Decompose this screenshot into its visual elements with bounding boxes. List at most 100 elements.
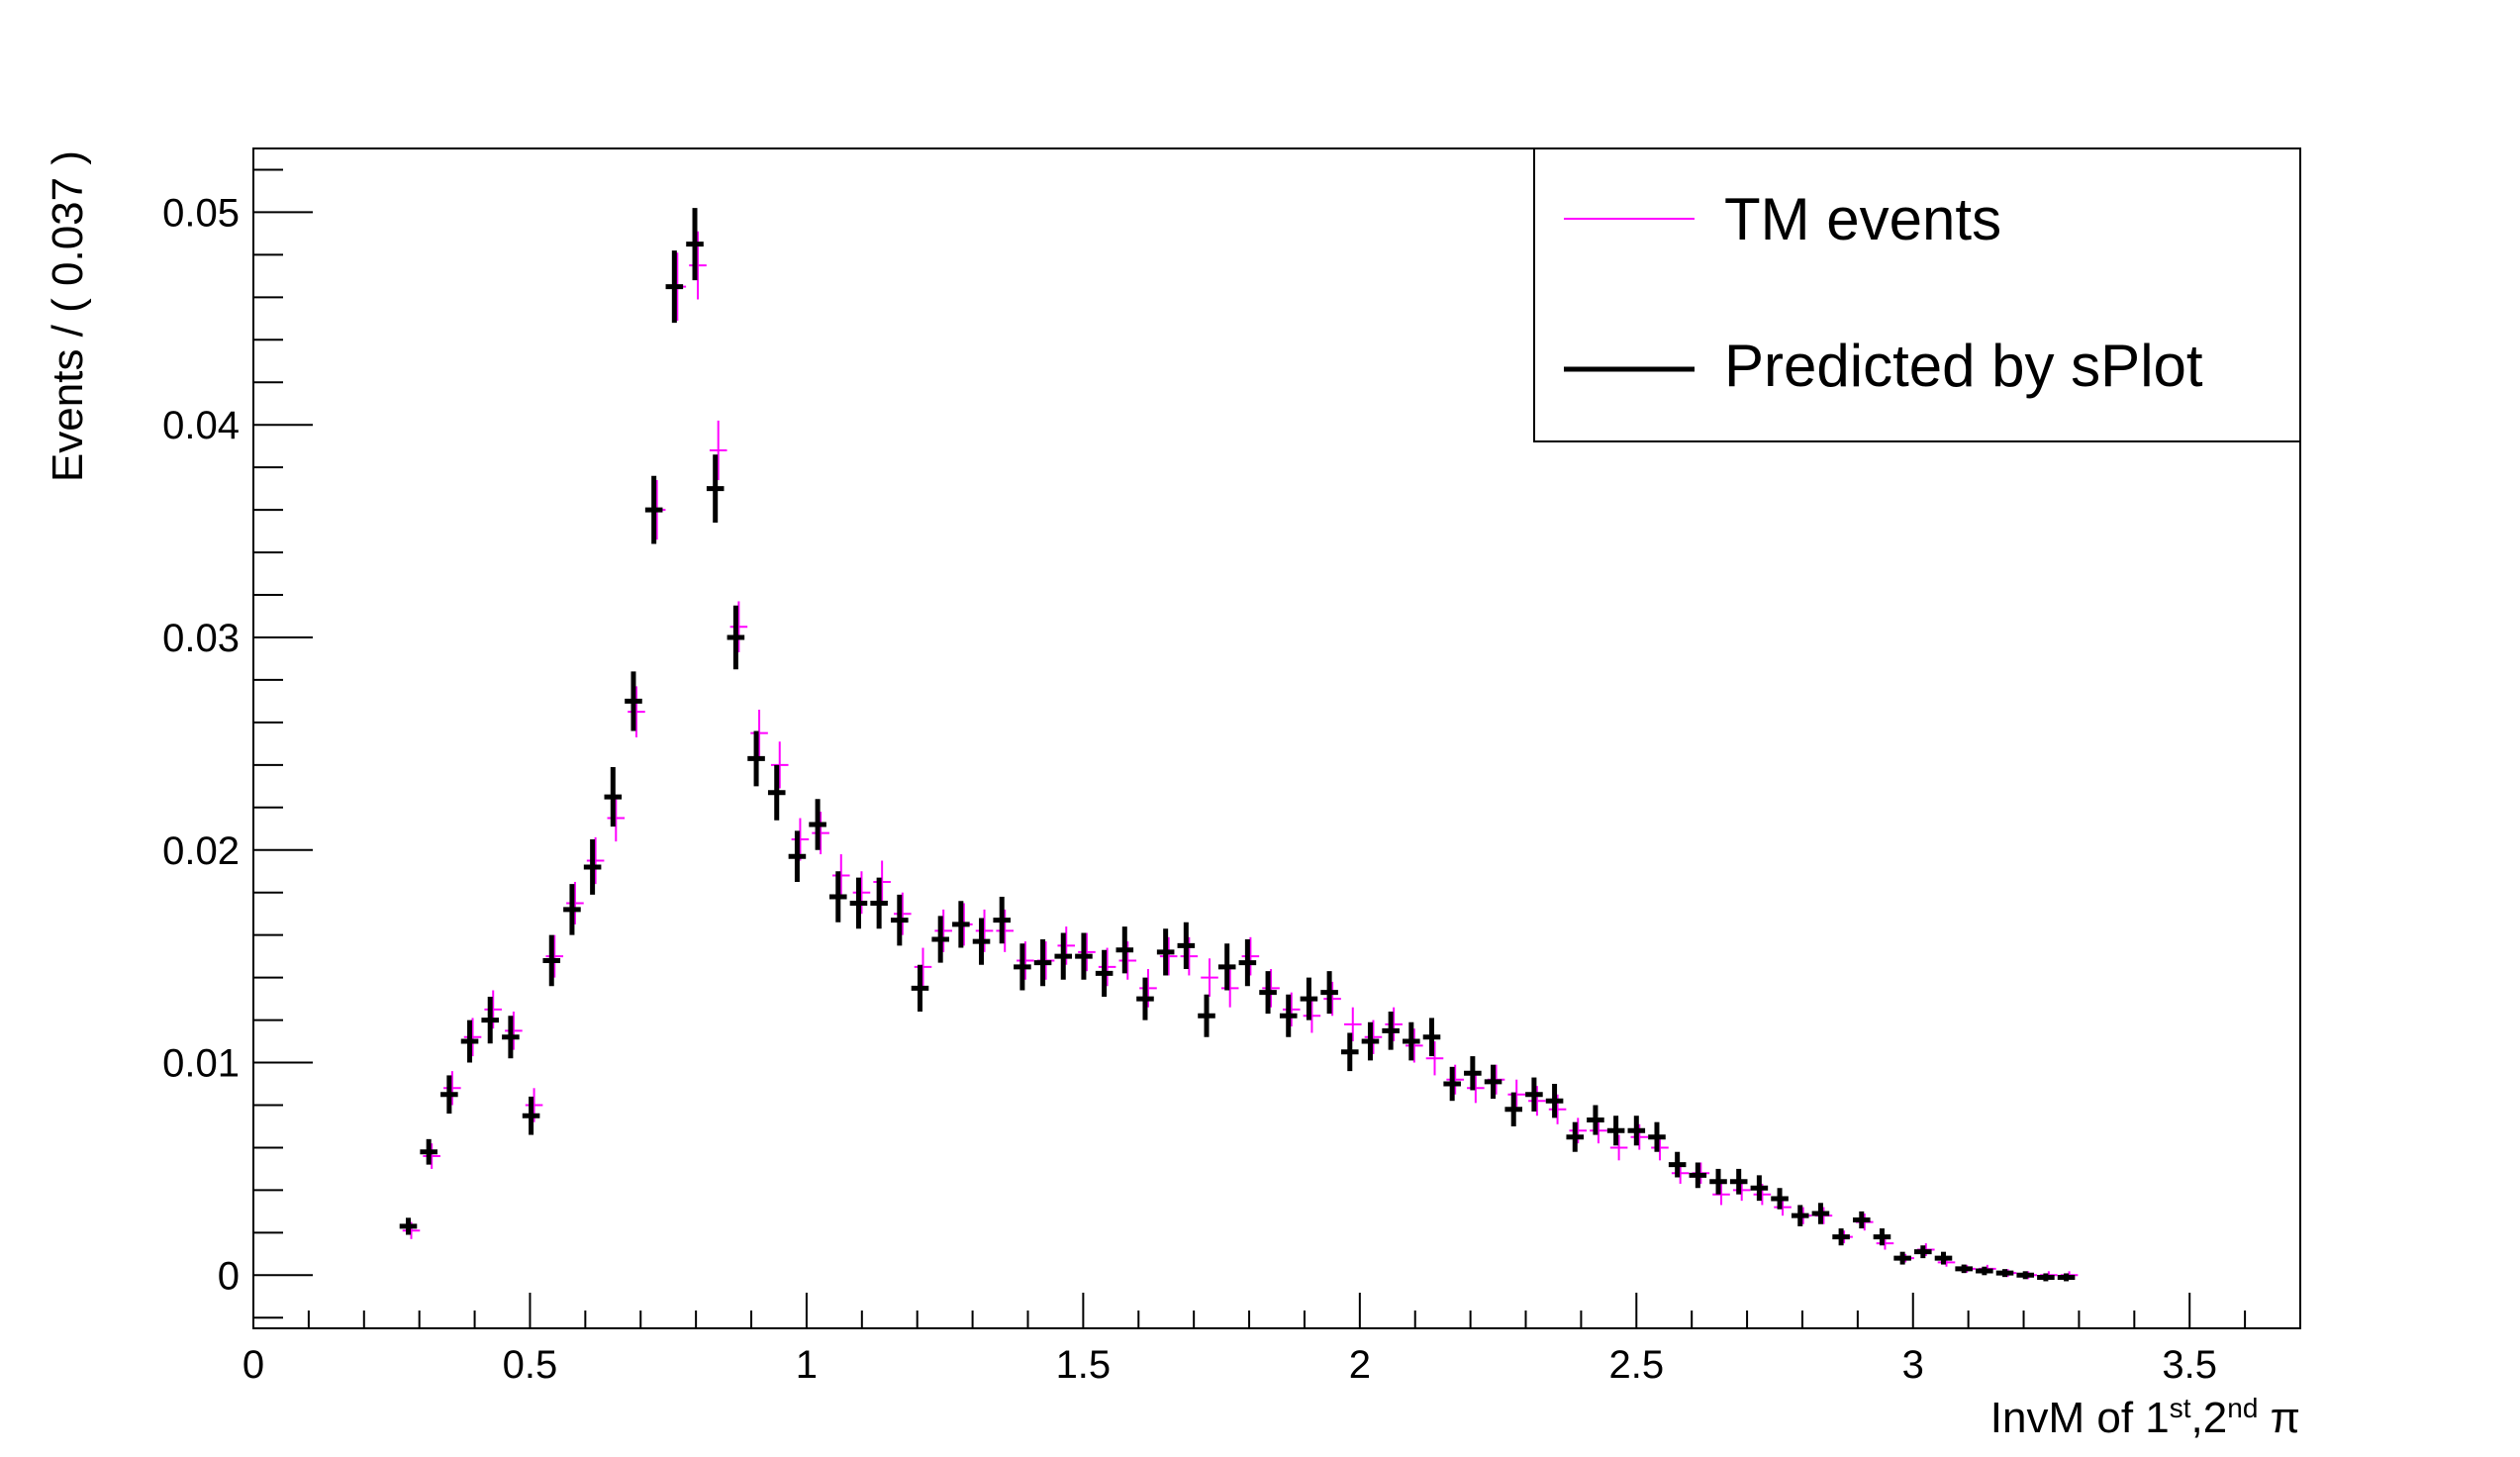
data-point	[1729, 1168, 1748, 1195]
x-tick-label: 1.5	[1056, 1343, 1112, 1387]
data-point	[1241, 936, 1260, 976]
data-point	[1934, 1251, 1953, 1265]
data-point	[750, 710, 768, 757]
data-point	[542, 934, 561, 987]
data-point	[1054, 932, 1073, 980]
data-point	[873, 860, 891, 904]
data-point	[1361, 1021, 1380, 1061]
data-point	[831, 854, 850, 898]
data-point	[1340, 1032, 1359, 1072]
x-tick-label: 3.5	[2162, 1343, 2217, 1387]
data-point	[665, 250, 684, 324]
x-axis-title: InvM of 1st,2nd π	[1990, 1393, 2300, 1443]
x-tick-label: 0.5	[503, 1343, 558, 1387]
data-point	[1382, 1011, 1400, 1050]
data-point	[1443, 1066, 1461, 1102]
data-point	[2016, 1271, 2035, 1280]
series-predicted-by-splot	[399, 208, 2076, 1282]
data-point	[686, 208, 704, 281]
data-point	[914, 947, 932, 987]
data-point	[1259, 971, 1277, 1015]
data-point	[852, 871, 871, 915]
data-point	[791, 818, 810, 861]
data-point	[1405, 1028, 1423, 1063]
data-point	[563, 884, 581, 935]
data-point	[1343, 1007, 1362, 1042]
legend: TM events Predicted by sPlot	[1533, 147, 2301, 442]
data-point	[788, 830, 807, 882]
data-point	[566, 881, 584, 924]
data-point	[1238, 938, 1257, 987]
data-point	[1115, 926, 1134, 974]
data-point	[1220, 969, 1239, 1008]
y-tick-label: 0.02	[162, 829, 240, 873]
data-point	[1811, 1203, 1830, 1224]
data-point	[891, 894, 909, 946]
data-point	[1425, 1041, 1444, 1076]
data-point	[1774, 1198, 1792, 1216]
x-tick-label: 2	[1349, 1343, 1371, 1387]
data-point	[1136, 977, 1154, 1020]
data-point	[1545, 1084, 1564, 1118]
data-point	[1446, 1064, 1464, 1095]
data-point	[1078, 932, 1096, 972]
data-point	[1422, 1018, 1441, 1057]
data-point	[443, 1071, 461, 1106]
x-tick-label: 2.5	[1608, 1343, 1664, 1387]
data-point	[1507, 1079, 1526, 1110]
data-point	[1385, 1007, 1403, 1042]
data-point	[993, 897, 1012, 944]
data-point	[440, 1075, 458, 1115]
y-axis-ticks	[253, 168, 313, 1319]
data-point	[975, 909, 994, 952]
data-point	[1852, 1211, 1871, 1229]
data-point	[767, 764, 786, 821]
data-point	[1464, 1056, 1482, 1091]
data-point	[607, 794, 626, 842]
data-point	[423, 1143, 440, 1169]
data-point	[1771, 1188, 1789, 1210]
data-point	[1198, 994, 1215, 1037]
data-point	[545, 934, 564, 978]
data-point	[729, 601, 748, 653]
data-point	[420, 1138, 437, 1165]
data-point	[1587, 1105, 1604, 1135]
legend-label-predicted-by-splot: Predicted by sPlot	[1724, 333, 2203, 399]
data-point	[1914, 1245, 1932, 1259]
data-point	[809, 799, 826, 850]
data-point	[911, 964, 929, 1012]
data-point	[1832, 1228, 1850, 1246]
data-point	[1955, 1264, 1973, 1274]
y-tick-label: 0.03	[162, 617, 240, 660]
data-point	[1403, 1021, 1420, 1061]
data-point	[706, 454, 725, 524]
y-tick-label: 0	[218, 1254, 240, 1298]
data-point	[1689, 1162, 1707, 1189]
data-point	[1467, 1073, 1485, 1104]
data-point	[1528, 1086, 1546, 1117]
data-point	[463, 1018, 482, 1057]
data-point	[894, 892, 912, 935]
y-tick-label: 0.01	[162, 1042, 240, 1086]
data-point	[1648, 1121, 1666, 1152]
data-point	[1609, 1134, 1628, 1161]
data-point	[972, 918, 991, 965]
data-point	[747, 730, 765, 787]
legend-label-tm-events: TM events	[1724, 186, 2001, 252]
data-point	[1504, 1092, 1523, 1126]
data-point	[849, 877, 868, 929]
data-point	[934, 909, 952, 952]
data-point	[1095, 949, 1114, 997]
data-point	[1873, 1228, 1891, 1246]
data-point	[709, 420, 727, 481]
y-axis-title: Events / ( 0.037 )	[44, 150, 92, 482]
data-point	[1791, 1205, 1809, 1226]
data-point	[770, 741, 789, 789]
data-point	[586, 836, 605, 885]
data-point	[628, 686, 645, 737]
data-point	[644, 475, 663, 544]
data-point	[502, 1016, 520, 1059]
data-point	[481, 996, 500, 1044]
data-point	[1525, 1077, 1543, 1112]
data-point	[522, 1096, 540, 1135]
